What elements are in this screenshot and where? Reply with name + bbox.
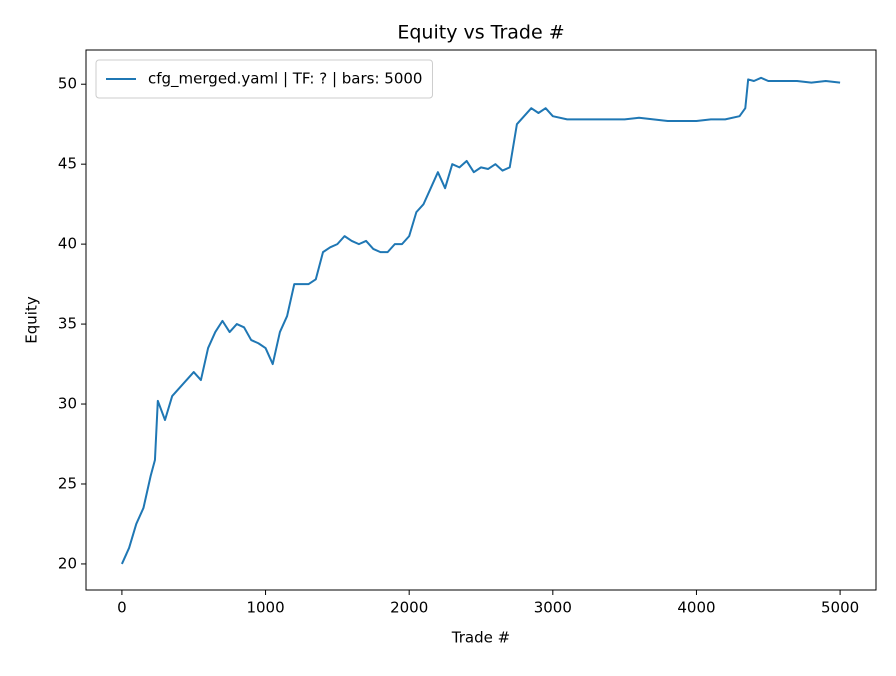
y-tick-label: 25 [58,474,77,492]
y-tick-label: 45 [58,155,77,173]
y-axis-label: Equity [23,296,41,344]
x-tick-label: 5000 [821,599,859,617]
x-tick-label: 1000 [246,599,284,617]
x-tick-label: 2000 [390,599,428,617]
x-tick-label: 4000 [677,599,715,617]
x-axis-label: Trade # [451,629,510,647]
x-tick-label: 3000 [534,599,572,617]
legend [95,59,433,99]
plot-frame [85,49,877,591]
y-tick-label: 40 [58,235,77,253]
y-tick-label: 20 [58,554,77,572]
line-series [120,76,841,565]
legend-label: cfg_merged.yaml | TF: ? | bars: 5000 [148,70,422,89]
x-tick-label: 0 [117,599,127,617]
chart-title: Equity vs Trade # [397,22,564,44]
y-tick-label: 35 [58,315,77,333]
y-tick-label: 30 [58,395,77,413]
y-tick-label: 50 [58,75,77,93]
